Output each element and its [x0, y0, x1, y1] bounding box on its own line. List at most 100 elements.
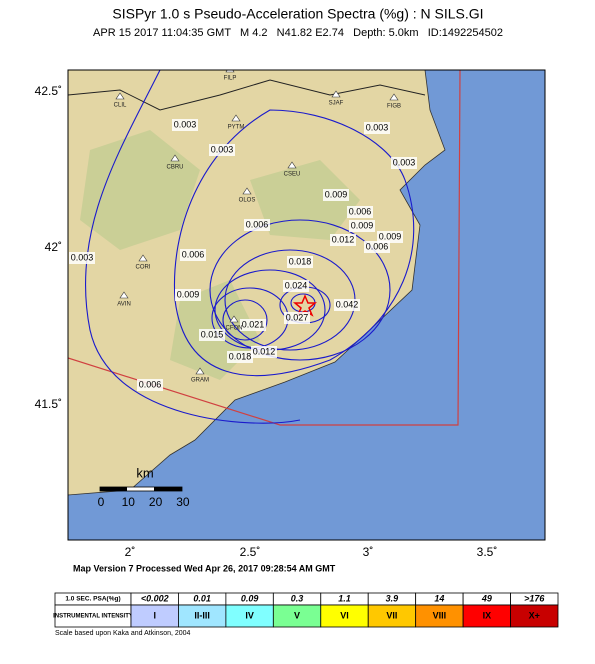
- scale-bar-segment: [100, 487, 127, 491]
- contour-label: 0.003: [174, 119, 197, 129]
- station: [242, 187, 252, 195]
- station: [138, 254, 148, 262]
- contour-label: 0.009: [325, 189, 348, 199]
- legend-value: 1.1: [338, 593, 351, 603]
- contour-label: 0.003: [366, 122, 389, 132]
- contour-label-bg: [391, 157, 417, 169]
- contour-label-bg: [377, 231, 403, 243]
- station-label: SJAF: [329, 101, 344, 107]
- station: [231, 114, 241, 122]
- contour-label-bg: [199, 329, 225, 341]
- legend-value: V: [294, 610, 300, 620]
- station: [225, 70, 235, 73]
- contour-label-bg: [69, 252, 95, 264]
- contour-label: 0.024: [285, 280, 308, 290]
- contour-label-bg: [227, 351, 253, 363]
- legend-value: 49: [481, 593, 492, 603]
- contour-label: 0.042: [336, 299, 359, 309]
- contour-label-bg: [334, 299, 360, 311]
- legend-value: 14: [434, 593, 444, 603]
- contour-label-bg: [175, 289, 201, 301]
- contour-label: 0.006: [246, 219, 269, 229]
- scale-bar-segment: [154, 487, 182, 491]
- legend-value: 0.09: [241, 593, 259, 603]
- legend-value: >176: [524, 593, 545, 603]
- contour-label: 0.021: [242, 319, 265, 329]
- legend-value: 0.3: [291, 593, 304, 603]
- station-label: PYTM: [228, 125, 245, 131]
- y-axis-label: 42˚: [45, 240, 62, 254]
- scale-tick: 10: [122, 495, 136, 509]
- contour-label-bg: [180, 249, 206, 261]
- station-label: CLIL: [114, 103, 127, 109]
- x-axis-label: 3˚: [363, 545, 374, 559]
- station: [331, 90, 341, 98]
- station: [115, 92, 125, 100]
- contour-label: 0.009: [351, 220, 374, 230]
- contour-label-bg: [330, 234, 356, 246]
- contour-label-bg: [349, 220, 375, 232]
- x-axis-label: 3.5˚: [477, 545, 498, 559]
- station: [389, 93, 399, 101]
- station-label: CORI: [136, 265, 151, 271]
- contour-label-bg: [244, 219, 270, 231]
- contour-label-bg: [347, 206, 373, 218]
- legend-value: 0.01: [193, 593, 211, 603]
- contour-label-bg: [240, 319, 266, 331]
- contour-label-bg: [323, 189, 349, 201]
- legend-value: IX: [483, 610, 492, 620]
- contour-label-bg: [283, 280, 309, 292]
- station: [170, 154, 180, 162]
- station-label: OLOS: [239, 198, 256, 204]
- station-label: AVIN: [117, 302, 131, 308]
- contour-label-bg: [209, 144, 235, 156]
- legend-value: IV: [245, 610, 254, 620]
- legend-label: 1.0 SEC. PSA(%g): [65, 596, 120, 603]
- contour-label: 0.006: [182, 249, 205, 259]
- legend-value: I: [153, 610, 156, 620]
- contour-label-bg: [287, 256, 313, 268]
- legend-value: <0.002: [141, 593, 169, 603]
- scale-unit: km: [136, 465, 153, 480]
- contour-label: 0.006: [139, 379, 162, 389]
- contour-label: 0.003: [393, 157, 416, 167]
- contour-label: 0.009: [379, 231, 402, 241]
- contour-label: 0.018: [229, 351, 252, 361]
- legend-value: VIII: [433, 610, 447, 620]
- contour-label: 0.027: [286, 312, 309, 322]
- y-axis-label: 41.5˚: [35, 397, 62, 411]
- station-label: CSEU: [284, 172, 301, 178]
- scale-tick: 0: [98, 495, 105, 509]
- note: Scale based upon Kaka and Atkinson, 2004: [55, 630, 191, 637]
- legend-value: VII: [386, 610, 397, 620]
- legend-cell: [510, 604, 559, 628]
- legend-label: INSTRUMENTAL INTENSITY: [53, 614, 133, 620]
- station-label: CBRU: [166, 165, 183, 171]
- contour-label: 0.006: [349, 206, 372, 216]
- map: 0.003 0.003 0.003 0.003 0.003 0.006 0.006 0.006…: [68, 70, 545, 540]
- scale-tick: 30: [176, 495, 190, 509]
- subtitle: APR 15 2017 11:04:35 GMT M 4.2 N41.82 E2…: [93, 27, 503, 39]
- legend-value: II-III: [194, 610, 210, 620]
- legend-value: 3.9: [386, 593, 399, 603]
- contour-label: 0.012: [253, 346, 276, 356]
- contour-label-bg: [172, 119, 198, 131]
- x-axis-label: 2.5˚: [240, 545, 261, 559]
- station-label: FIGB: [387, 104, 401, 110]
- contour-label: 0.012: [332, 234, 355, 244]
- terrain: [80, 130, 360, 380]
- contour-label: 0.006: [366, 241, 389, 251]
- legend-value: VI: [340, 610, 349, 620]
- contour-label: 0.009: [177, 289, 200, 299]
- title: SISPyr 1.0 s Pseudo-Acceleration Spectra…: [112, 6, 483, 22]
- station-label: GRAM: [191, 378, 209, 384]
- border: [68, 79, 426, 111]
- station-label: FILP: [224, 76, 237, 82]
- contour-label-bg: [137, 379, 163, 391]
- contour-label-bg: [251, 346, 277, 358]
- contour-label: 0.015: [201, 329, 224, 339]
- station: [229, 315, 239, 323]
- contour-label-bg: [364, 241, 390, 253]
- contour-label: 0.003: [211, 144, 234, 154]
